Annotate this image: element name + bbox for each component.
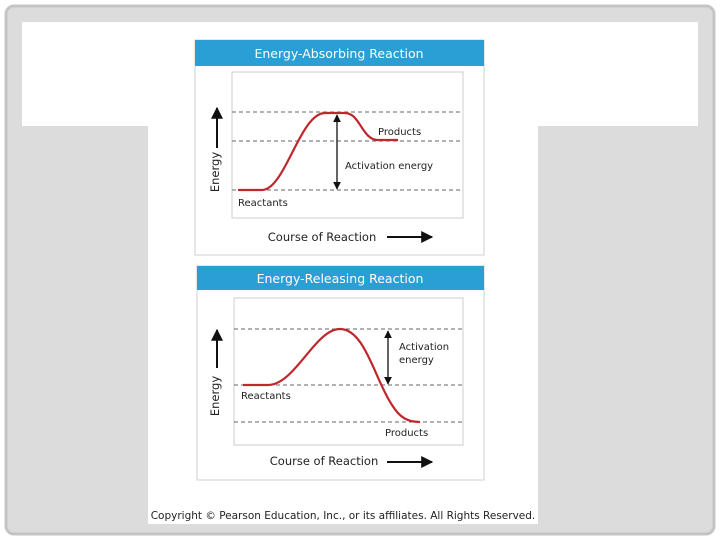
y-axis-label: Energy bbox=[208, 376, 222, 416]
panel-title: Energy-Absorbing Reaction bbox=[254, 46, 423, 61]
panel: Energy-Absorbing Reaction Products Activ… bbox=[194, 39, 485, 256]
reactants-label: Reactants bbox=[238, 198, 288, 209]
activation-label: Activation energy bbox=[345, 161, 433, 172]
activation-label: energy bbox=[399, 355, 434, 366]
products-label: Products bbox=[385, 428, 428, 439]
energy-curve bbox=[238, 111, 398, 192]
activation-label: Activation bbox=[399, 342, 449, 353]
plot-box bbox=[231, 71, 464, 219]
y-axis-label: Energy bbox=[208, 152, 222, 192]
panel: Energy-Releasing Reaction Activation ene… bbox=[196, 265, 485, 481]
products-label: Products bbox=[378, 127, 421, 138]
copyright: Copyright © Pearson Education, Inc., or … bbox=[151, 510, 536, 522]
energy-curve bbox=[243, 327, 421, 424]
panel-header bbox=[195, 40, 484, 66]
x-axis-label: Course of Reaction bbox=[270, 454, 379, 468]
reactants-label: Reactants bbox=[241, 391, 291, 402]
x-axis-label: Course of Reaction bbox=[268, 230, 377, 244]
plot-box bbox=[233, 297, 464, 446]
panel-title: Energy-Releasing Reaction bbox=[257, 271, 424, 286]
panel-header bbox=[197, 266, 484, 290]
panel-frame bbox=[196, 265, 485, 481]
